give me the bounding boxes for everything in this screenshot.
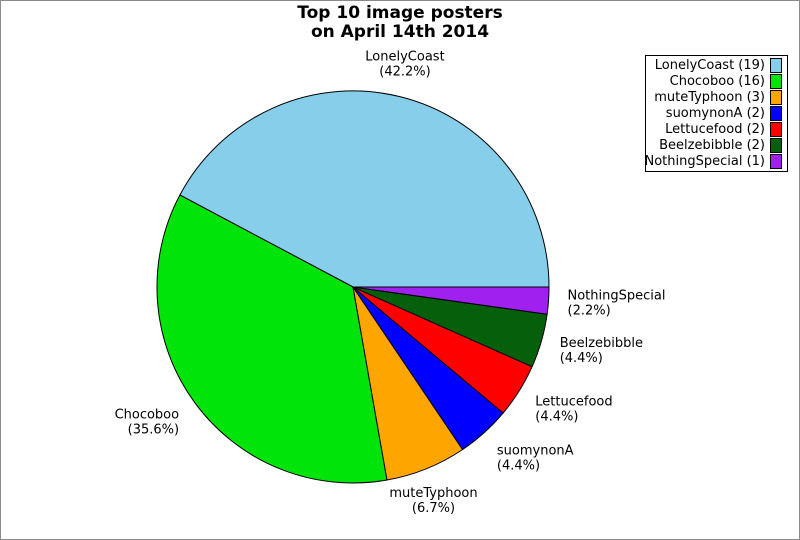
legend-swatch	[770, 90, 782, 105]
legend-row: Beelzebibble (2)	[646, 138, 787, 153]
pie-slice-NothingSpecial	[352, 286, 550, 315]
legend-label: Beelzebibble (2)	[659, 138, 765, 153]
pie-label-pct-LonelyCoast: (42.2%)	[379, 64, 430, 79]
pie-label-name-Beelzebibble: Beelzebibble	[560, 336, 643, 351]
legend-row: LonelyCoast (19)	[646, 58, 787, 73]
legend-label: Lettucefood (2)	[665, 122, 765, 137]
pie-label-name-suomynonA: suomynonA	[497, 443, 574, 458]
pie-label-name-Chocoboo: Chocoboo	[115, 408, 180, 423]
legend-label: muteTyphoon (3)	[654, 90, 765, 105]
legend-row: suomynonA (2)	[646, 106, 787, 121]
legend-row: Chocoboo (16)	[646, 74, 787, 89]
legend-swatch	[770, 74, 782, 89]
chart-title-line2: on April 14th 2014	[310, 22, 490, 42]
chart-title: Top 10 image posters on April 14th 2014	[1, 4, 799, 42]
pie-slice-Chocoboo	[156, 194, 388, 484]
legend-row: muteTyphoon (3)	[646, 90, 787, 105]
pie-label-name-LonelyCoast: LonelyCoast	[365, 49, 444, 64]
pie-label-name-NothingSpecial: NothingSpecial	[568, 289, 666, 304]
pie-label-name-Lettucefood: Lettucefood	[535, 394, 612, 409]
pie-label-pct-suomynonA: (4.4%)	[497, 458, 540, 473]
pie-label-pct-muteTyphoon: (6.7%)	[412, 501, 455, 516]
pie-label-name-muteTyphoon: muteTyphoon	[389, 486, 477, 501]
chart-title-line1: Top 10 image posters	[297, 3, 503, 23]
legend-swatch	[770, 122, 782, 137]
pie-label-pct-Lettucefood: (4.4%)	[535, 409, 578, 424]
legend-row: Lettucefood (2)	[646, 122, 787, 137]
legend-label: NothingSpecial (1)	[644, 154, 765, 169]
legend: LonelyCoast (19) Chocoboo (16) muteTyphoon…	[644, 55, 788, 172]
legend-swatch	[770, 58, 782, 73]
pie-slice-LonelyCoast	[179, 90, 550, 288]
pie-label-pct-Chocoboo: (35.6%)	[128, 423, 179, 438]
legend-label: LonelyCoast (19)	[654, 58, 765, 73]
legend-swatch	[770, 154, 782, 169]
pie-label-pct-NothingSpecial: (2.2%)	[568, 304, 611, 319]
pie-label-pct-Beelzebibble: (4.4%)	[560, 351, 603, 366]
legend-swatch	[770, 106, 782, 121]
legend-label: Chocoboo (16)	[669, 74, 765, 89]
legend-row: NothingSpecial (1)	[644, 154, 787, 169]
legend-swatch	[770, 138, 782, 153]
legend-label: suomynonA (2)	[665, 106, 765, 121]
